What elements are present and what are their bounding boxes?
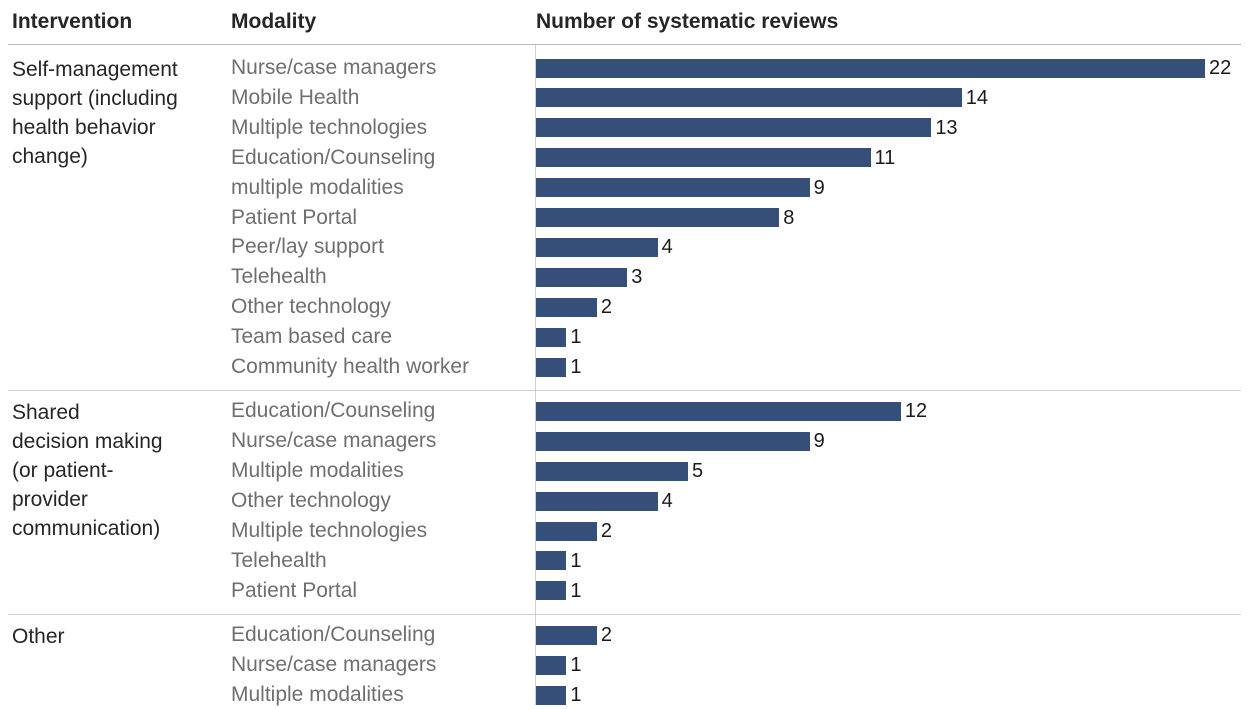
intervention-label: Self-management support (including health … (12, 55, 212, 171)
modality-label: Other technology (231, 295, 391, 319)
bar-value-label: 1 (570, 654, 582, 677)
bar (536, 491, 658, 511)
modality-label: Nurse/case managers (231, 429, 437, 453)
bar (536, 88, 962, 108)
bar-value-label: 8 (783, 206, 795, 229)
modality-label: multiple modalities (231, 175, 404, 199)
bar (536, 178, 810, 198)
bar-value-label: 14 (965, 86, 988, 109)
modality-column-header: Modality (231, 10, 317, 33)
bar-value-label: 3 (631, 266, 643, 289)
modality-label: Education/Counseling (231, 399, 436, 423)
bar-value-label: 5 (692, 460, 704, 483)
bar-value-label: 22 (1209, 57, 1232, 79)
modality-label: Telehealth (231, 548, 327, 572)
group-divider (8, 390, 1241, 392)
modality-label: Patient Portal (231, 205, 358, 229)
group-divider (8, 614, 1241, 615)
bar-value-label: 1 (570, 356, 582, 378)
intervention-label-line: communication) (12, 517, 161, 541)
bar (536, 267, 628, 287)
intervention-label-line: change) (12, 145, 88, 168)
bar (536, 327, 567, 347)
bar-value-label: 2 (600, 296, 612, 319)
modality-label: Education/Counseling (231, 145, 436, 169)
modality-label: Patient Portal (231, 578, 358, 602)
modality-label: Mobile Health (231, 85, 360, 109)
bar-value-label: 2 (600, 520, 612, 542)
modality-label: Nurse/case managers (231, 653, 437, 677)
intervention-label-line: (or patient- (12, 459, 114, 483)
modality-label: Multiple technologies (231, 519, 428, 542)
bar (536, 655, 567, 675)
bar-value-label: 1 (570, 549, 582, 572)
bar (536, 208, 780, 227)
intervention-column-header: Intervention (12, 10, 133, 33)
bar-value-label: 11 (874, 146, 896, 169)
chart-axis-line (535, 45, 536, 705)
bar (536, 297, 597, 317)
bar-value-label: 1 (570, 326, 582, 349)
bar-value-label: 4 (661, 236, 673, 259)
bar (536, 521, 597, 541)
bar-value-label: 13 (935, 116, 958, 139)
bar (536, 357, 567, 377)
intervention-label-line: support (including (12, 87, 178, 110)
bar (536, 118, 932, 138)
bar (536, 551, 567, 571)
intervention-label-line: health behavior (12, 116, 156, 139)
modality-label: Nurse/case managers (231, 56, 437, 79)
modality-label: Peer/lay support (231, 235, 384, 259)
modality-label: Community health worker (231, 355, 470, 378)
intervention-label-line: provider (12, 488, 88, 512)
bar (536, 237, 658, 257)
bar (536, 148, 871, 168)
bar (536, 431, 810, 451)
bar (536, 685, 567, 705)
bar-value-label: 12 (904, 400, 928, 423)
intervention-label-line: Self-management (12, 58, 178, 81)
bar-value-label: 1 (570, 684, 582, 706)
bar-value-label: 9 (813, 176, 825, 199)
header-divider (8, 44, 1241, 45)
modality-label: Multiple technologies (231, 115, 428, 139)
modality-label: Team based care (231, 325, 393, 349)
bar-value-label: 2 (600, 624, 612, 647)
bar-value-label: 9 (813, 430, 825, 453)
bar (536, 461, 689, 481)
bar (536, 58, 1205, 78)
intervention-label-line: Other (12, 625, 65, 649)
intervention-label-line: Shared (12, 401, 80, 425)
bar (536, 581, 567, 601)
bar (536, 401, 901, 421)
bar-value-label: 4 (661, 490, 673, 513)
modality-label: Telehealth (231, 265, 327, 289)
bar (536, 625, 597, 645)
bar-value-label: 1 (570, 579, 582, 602)
intervention-label-line: decision making (12, 430, 163, 454)
modality-label: Multiple modalities (231, 459, 404, 483)
intervention-label: Shared decision making (or patient-provide… (12, 398, 212, 543)
modality-label: Other technology (231, 489, 391, 513)
count-column-header: Number of systematic reviews (536, 10, 839, 33)
modality-label: Multiple modalities (231, 683, 404, 706)
modality-label: Education/Counseling (231, 623, 436, 647)
intervention-label: Other (12, 622, 212, 651)
